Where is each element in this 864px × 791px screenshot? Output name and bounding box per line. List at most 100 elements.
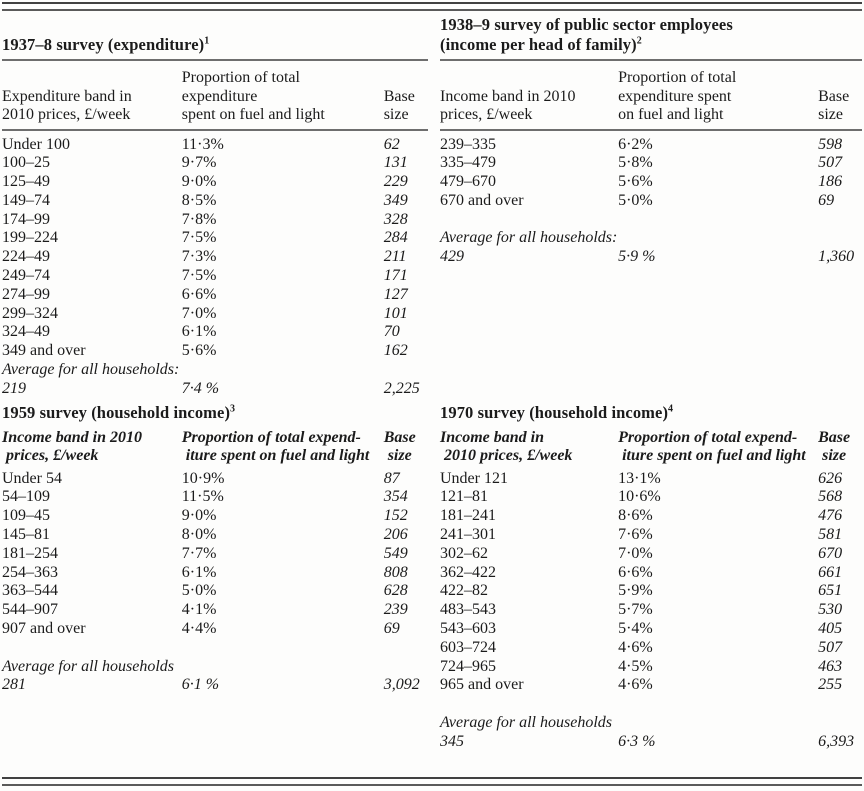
- base-size-cell: 626: [818, 469, 843, 487]
- table-row: 299–324 7·0% 101: [2, 305, 428, 324]
- proportion-cell: 5·6%: [181, 342, 217, 360]
- proportion-cell: 6·1 %: [181, 676, 220, 694]
- column-headers: Income band in 2010 prices, £/week Propo…: [440, 426, 862, 468]
- proportion-cell: 8·6%: [618, 507, 653, 525]
- proportion-cell: 5·6%: [618, 173, 653, 191]
- table-row: 181–254 7·7% 549: [2, 545, 428, 564]
- band-cell: 907 and over: [2, 620, 86, 638]
- column-header-proportion: Proportion of total expenditure spent on…: [181, 69, 325, 123]
- table-row: 603–724 4·6% 507: [440, 639, 862, 658]
- survey-title: 1938–9 survey of public sector employees…: [440, 15, 733, 55]
- footnote-marker: 3: [230, 403, 236, 415]
- footnote-marker: 1: [204, 35, 210, 47]
- base-size-cell: 70: [383, 323, 400, 341]
- table-row: 54–109 11·5% 354: [2, 488, 428, 507]
- column-headers: Income band in 2010 prices, £/week Propo…: [2, 426, 428, 468]
- base-size-cell: 152: [383, 507, 408, 525]
- base-size-cell: 463: [818, 657, 843, 675]
- proportion-cell: 8·0%: [181, 526, 217, 544]
- proportion-cell: 4·6%: [618, 676, 653, 694]
- band-cell: Under 100: [2, 135, 70, 153]
- average-row: 281 6·1 % 3,092: [2, 676, 428, 695]
- band-cell: 724–965: [440, 657, 496, 675]
- survey-title-text: 1937–8 survey (expenditure): [2, 35, 205, 54]
- proportion-cell: 9·0%: [181, 507, 217, 525]
- bottom-double-rule: [2, 777, 862, 786]
- average-row: 219 7·4 % 2,225: [2, 380, 428, 399]
- base-size-cell: 670: [818, 544, 843, 562]
- band-cell: 670 and over: [440, 191, 524, 209]
- base-size-cell: 3,092: [383, 676, 420, 694]
- base-size-cell: 284: [383, 229, 408, 247]
- top-double-rule: [2, 2, 862, 11]
- table-row: 907 and over 4·4% 69: [2, 620, 428, 639]
- proportion-cell: 5·9 %: [618, 248, 656, 266]
- table-rows: Under 100 11·3% 62 100–25 9·7% 131 125–49 9·0% 2…: [2, 131, 428, 399]
- proportion-cell: 5·7%: [618, 601, 653, 619]
- band-cell: 483–543: [440, 601, 496, 619]
- survey-title-block: 1937–8 survey (expenditure)1: [2, 11, 428, 61]
- table-row: 324–49 6·1% 70: [2, 323, 428, 342]
- table-row: 543–603 5·4% 405: [440, 620, 862, 639]
- table-row: 422–82 5·9% 651: [440, 582, 862, 601]
- base-size-cell: 1,360: [818, 248, 855, 266]
- band-cell: 224–49: [2, 248, 50, 266]
- table-row: 483–543 5·7% 530: [440, 601, 862, 620]
- base-size-cell: 2,225: [383, 379, 420, 397]
- base-size-cell: 405: [818, 620, 843, 638]
- row-spacer: [440, 695, 862, 714]
- band-cell: 254–363: [2, 563, 58, 581]
- band-cell: 603–724: [440, 638, 496, 656]
- proportion-cell: 10·9%: [181, 469, 225, 487]
- table-row: 349 and over 5·6% 162: [2, 342, 428, 361]
- column-header-base-size: Base size: [818, 87, 850, 124]
- proportion-cell: 7·6%: [618, 526, 653, 544]
- row-spacer: [2, 639, 428, 658]
- footnote-marker: 2: [636, 35, 642, 47]
- table-row: 239–335 6·2% 598: [440, 136, 862, 155]
- band-cell: Under 54: [2, 469, 62, 487]
- proportion-cell: 5·0%: [181, 582, 217, 600]
- table-row: 149–74 8·5% 349: [2, 192, 428, 211]
- table-row: 145–81 8·0% 206: [2, 526, 428, 545]
- band-cell: 281: [2, 676, 26, 694]
- band-cell: 544–907: [2, 601, 58, 619]
- band-cell: 241–301: [440, 526, 496, 544]
- table-row: 274–99 6·6% 127: [2, 286, 428, 305]
- band-cell: 324–49: [2, 323, 50, 341]
- base-size-cell: 476: [818, 507, 843, 525]
- band-cell: 299–324: [2, 304, 58, 322]
- survey-title-block: 1938–9 survey of public sector employees…: [440, 11, 862, 61]
- proportion-cell: 4·1%: [181, 601, 217, 619]
- band-cell: 363–544: [2, 582, 58, 600]
- table-1938-9-survey: 1938–9 survey of public sector employees…: [440, 11, 862, 399]
- proportion-cell: 13·1%: [618, 469, 661, 487]
- band-cell: 100–25: [2, 154, 50, 172]
- table-row: 670 and over 5·0% 69: [440, 192, 862, 211]
- column-header-band: Expenditure band in 2010 prices, £/week: [2, 87, 132, 124]
- band-cell: 422–82: [440, 582, 488, 600]
- base-size-cell: 171: [383, 267, 408, 285]
- band-cell: 109–45: [2, 507, 50, 525]
- footnote-marker: 4: [668, 403, 674, 415]
- band-cell: 479–670: [440, 173, 496, 191]
- proportion-cell: 4·5%: [618, 657, 653, 675]
- survey-title-text: 1959 survey (household income): [2, 402, 231, 422]
- table-row: 363–544 5·0% 628: [2, 582, 428, 601]
- column-header-base-size: Base size: [383, 428, 416, 465]
- average-row: 429 5·9 % 1,360: [440, 248, 862, 267]
- base-size-cell: 549: [383, 544, 408, 562]
- proportion-cell: 7·0%: [618, 544, 653, 562]
- table-row: 544–907 4·1% 239: [2, 601, 428, 620]
- average-label: Average for all households: [440, 714, 612, 732]
- base-size-cell: 507: [818, 154, 843, 172]
- table-rows: 239–335 6·2% 598 335–479 5·8% 507 479–670 5·6% 1…: [440, 131, 862, 268]
- base-size-cell: 127: [383, 285, 408, 303]
- table-row: 181–241 8·6% 476: [440, 507, 862, 526]
- top-tables-area: 1937–8 survey (expenditure)1 Expenditure…: [2, 11, 862, 399]
- proportion-cell: 7·5%: [181, 267, 217, 285]
- proportion-cell: 7·0%: [181, 304, 217, 322]
- table-row: 121–81 10·6% 568: [440, 488, 862, 507]
- proportion-cell: 6·1%: [181, 563, 217, 581]
